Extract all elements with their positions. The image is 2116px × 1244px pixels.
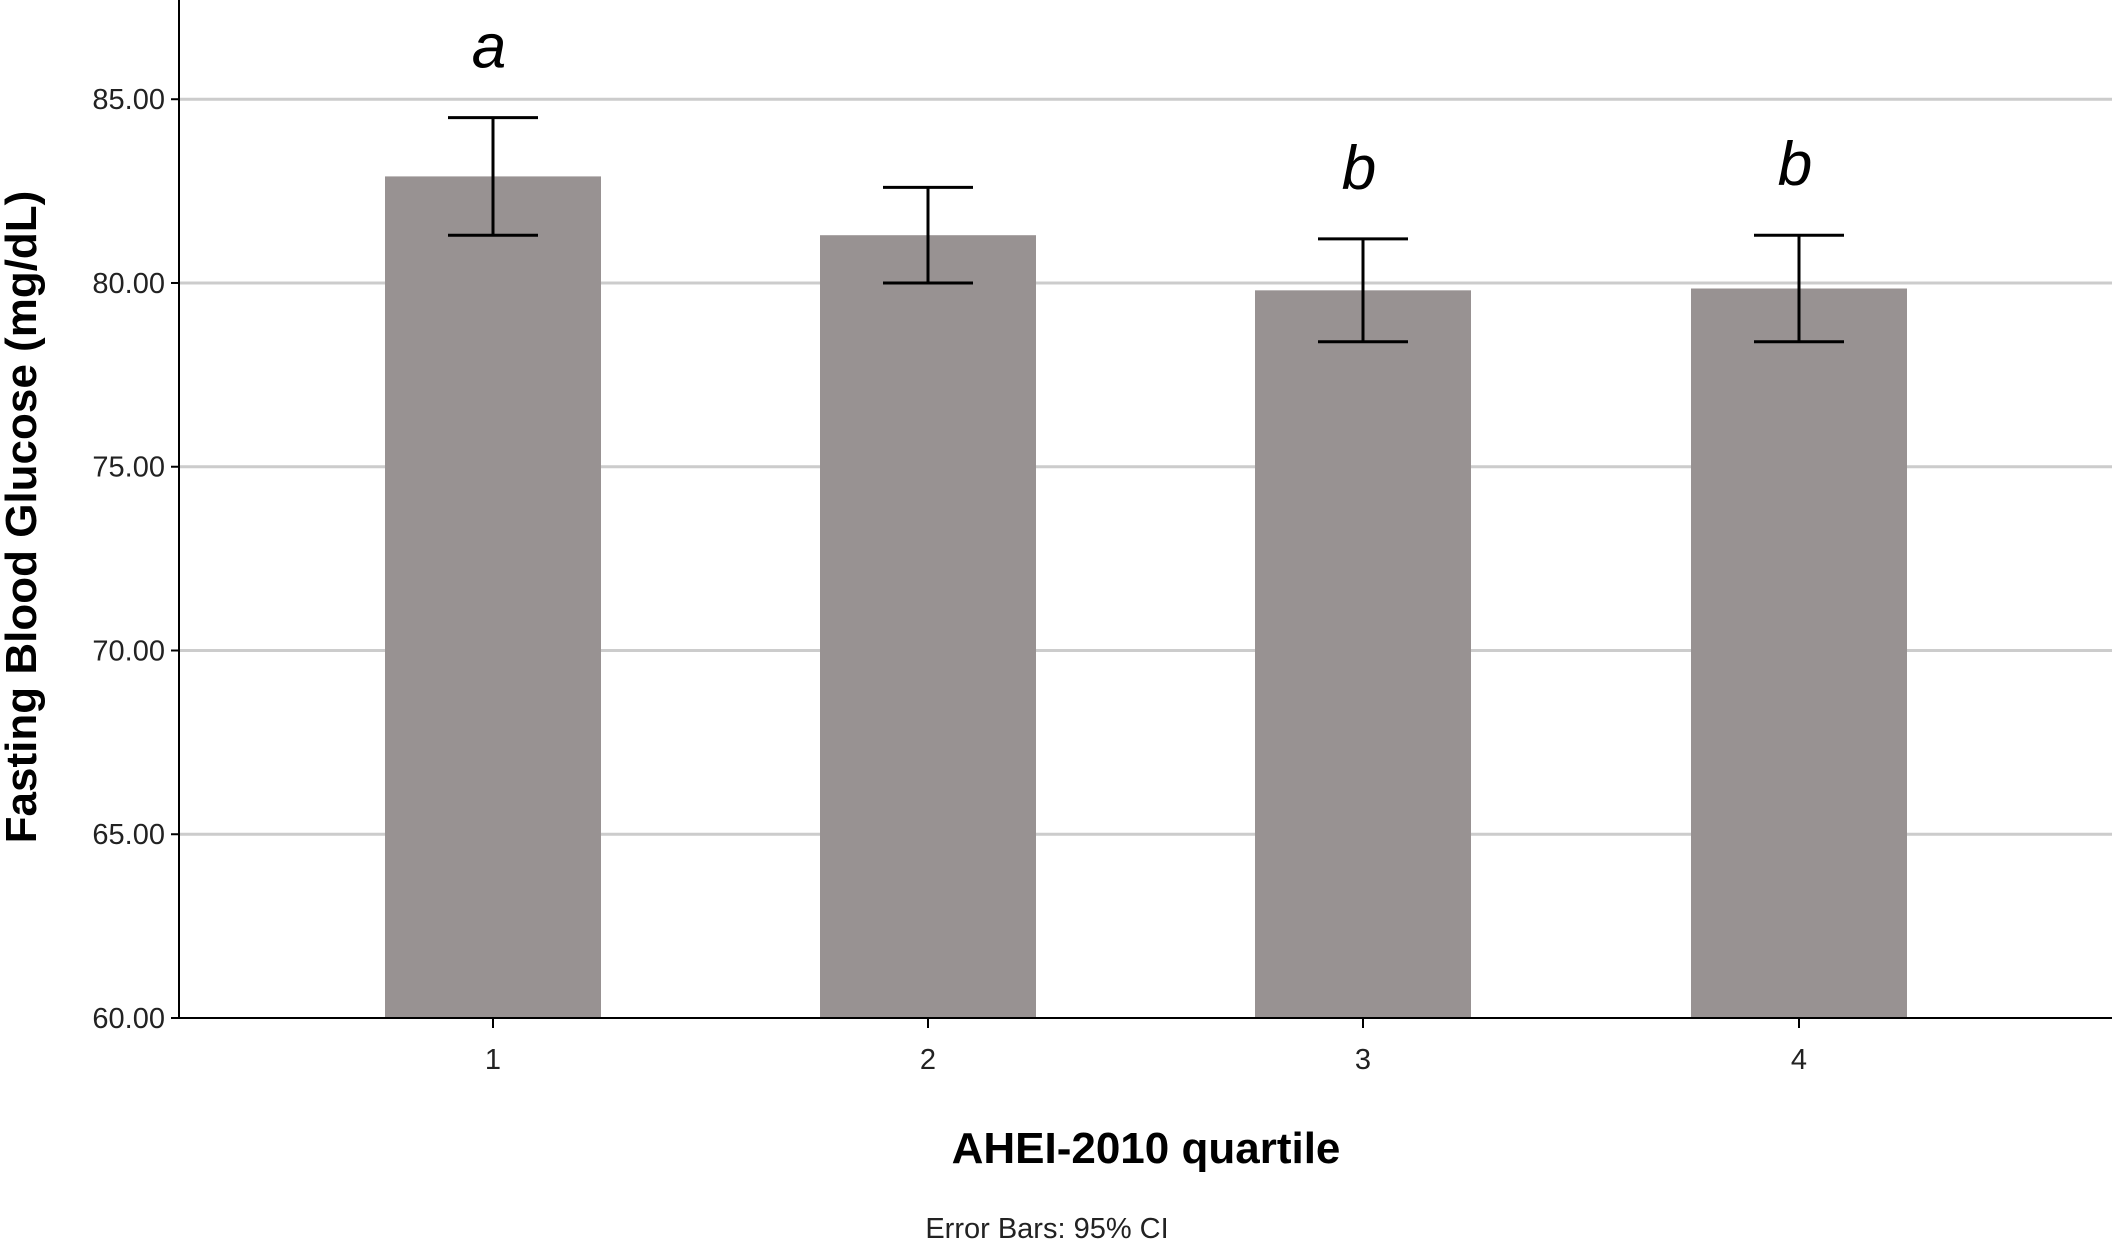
- y-tick-labels: 60.00 65.00 70.00 75.00 80.00 85.00: [92, 84, 165, 1035]
- y-tick-label: 60.00: [92, 1003, 165, 1035]
- bar: [1255, 290, 1471, 1018]
- y-tick-label: 70.00: [92, 635, 165, 667]
- y-tick-label: 80.00: [92, 268, 165, 300]
- error-bar: [448, 116, 538, 237]
- significance-letters: a b b: [472, 13, 1812, 203]
- significance-letter: b: [1778, 130, 1812, 199]
- error-bars: [448, 116, 1844, 344]
- significance-letter: a: [472, 13, 506, 82]
- y-tick-label: 65.00: [92, 819, 165, 851]
- y-tick-label: 75.00: [92, 452, 165, 484]
- axes: [171, 0, 2112, 1028]
- y-tick-label: 85.00: [92, 84, 165, 116]
- error-bar: [1318, 237, 1408, 344]
- significance-letter: b: [1342, 134, 1376, 203]
- x-axis-title: AHEI-2010 quartile: [952, 1124, 1341, 1173]
- bars: [385, 176, 1907, 1019]
- x-tick-label: 4: [1791, 1044, 1807, 1076]
- x-tick-labels: 1 2 3 4: [485, 1044, 1807, 1076]
- footnote: Error Bars: 95% CI: [925, 1213, 1168, 1244]
- x-tick-label: 3: [1355, 1044, 1371, 1076]
- x-tick-label: 2: [920, 1044, 936, 1076]
- bar: [385, 176, 601, 1019]
- x-tick-label: 1: [485, 1044, 501, 1076]
- y-axis-title: Fasting Blood Glucose (mg/dL): [0, 191, 46, 844]
- bar: [820, 235, 1036, 1018]
- bar: [1691, 288, 1907, 1018]
- error-bar: [1754, 233, 1844, 344]
- error-bar: [883, 185, 973, 285]
